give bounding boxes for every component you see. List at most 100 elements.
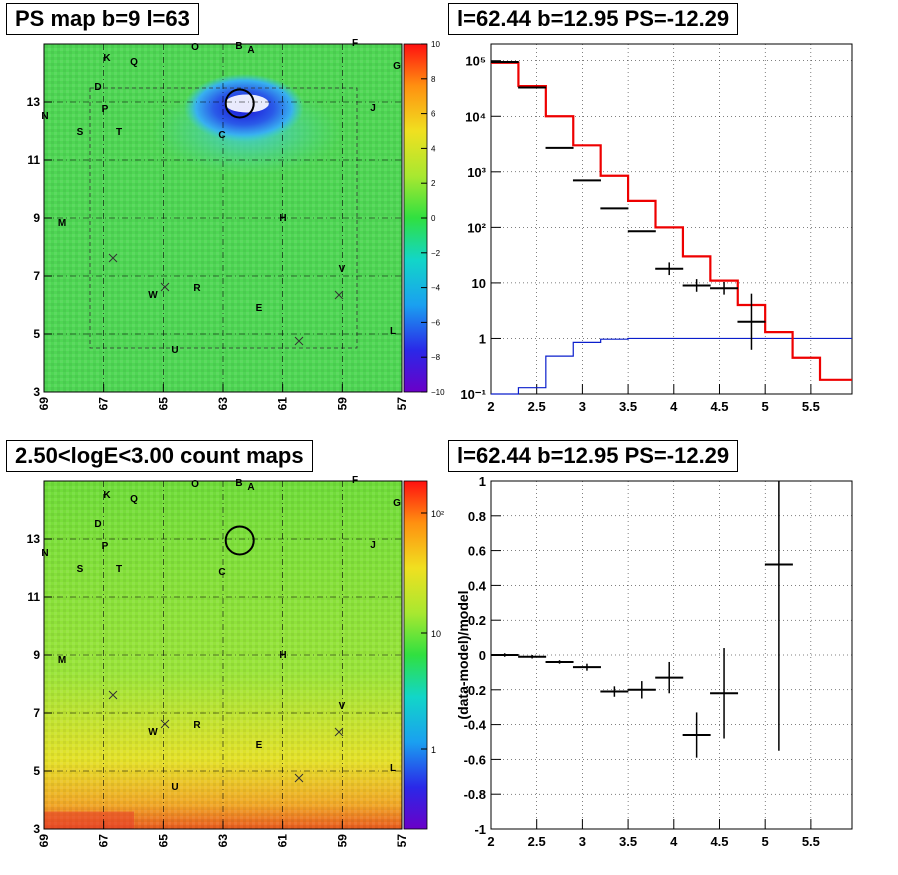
- x-tick-label: 59: [335, 397, 349, 411]
- count-map-colorbar: [404, 481, 427, 829]
- x-tick-label: 5.5: [802, 399, 820, 414]
- source-label: D: [94, 82, 101, 93]
- source-label: V: [339, 701, 346, 712]
- x-tick-label: 67: [97, 397, 111, 411]
- source-label: W: [148, 290, 158, 301]
- colorbar-tick-label: 8: [431, 75, 436, 84]
- source-label: O: [191, 479, 199, 490]
- source-label: W: [148, 727, 158, 738]
- colorbar-tick-label: 10: [431, 629, 441, 639]
- y-tick-label: 1: [479, 474, 486, 489]
- colorbar-tick-label: 0: [431, 214, 436, 223]
- source-label: S: [77, 127, 84, 138]
- source-label: K: [103, 490, 111, 501]
- y-tick-label: 9: [33, 211, 40, 225]
- y-tick-label: 0.6: [468, 544, 486, 559]
- source-label: O: [191, 42, 199, 53]
- colorbar-tick-label: −4: [431, 284, 441, 293]
- source-label: M: [58, 655, 66, 666]
- source-label: S: [77, 564, 84, 575]
- background-model-step-line: [491, 337, 852, 395]
- x-tick-label: 4: [670, 399, 678, 414]
- y-tick-label: 7: [33, 706, 40, 720]
- y-tick-label: -0.8: [464, 787, 486, 802]
- x-tick-label: 61: [276, 397, 290, 411]
- y-tick-label: 0.2: [468, 613, 486, 628]
- y-tick-label: 0: [479, 648, 486, 663]
- source-label: Q: [130, 494, 138, 505]
- ps-map-colorbar: [404, 44, 427, 392]
- source-cross-marker: [160, 282, 170, 292]
- source-label: C: [218, 130, 225, 141]
- x-tick-label: 65: [156, 834, 170, 848]
- source-label: B: [235, 41, 242, 52]
- x-tick-label: 67: [97, 834, 111, 848]
- source-label: R: [193, 720, 201, 731]
- x-tick-label: 2: [487, 399, 494, 414]
- source-cross-marker: [294, 773, 304, 783]
- colorbar-tick-label: 6: [431, 110, 436, 119]
- y-tick-label: 1: [479, 331, 486, 346]
- source-cross-marker: [108, 690, 118, 700]
- y-tick-label: 5: [33, 327, 40, 341]
- source-label: Q: [130, 57, 138, 68]
- residual-panel: 2 2.5 3 3.5 4 4.5 5 5.5 -1 -0.8 -0.6 -0.4 -0.2 0 0.2 0.…: [455, 474, 853, 849]
- x-tick-label: 69: [37, 834, 51, 848]
- colorbar-tick-label: 2: [431, 179, 436, 188]
- source-label: P: [102, 541, 109, 552]
- ps-map-roi-box: [89, 87, 358, 349]
- y-tick-label: 13: [27, 95, 41, 109]
- y-tick-label: 3: [33, 385, 40, 399]
- y-tick-label: 10⁴: [465, 109, 486, 124]
- x-tick-label: 4.5: [710, 399, 728, 414]
- source-label: A: [247, 482, 254, 493]
- x-tick-label: 5: [762, 834, 769, 849]
- source-label: K: [103, 53, 111, 64]
- source-label: N: [41, 111, 48, 122]
- y-tick-label: 10⁵: [465, 54, 486, 69]
- ps-map-title: PS map b=9 l=63: [6, 3, 199, 35]
- x-tick-label: 3: [579, 834, 586, 849]
- source-cross-marker: [294, 336, 304, 346]
- source-cross-marker: [108, 253, 118, 263]
- y-tick-label: -0.4: [464, 718, 487, 733]
- source-cross-marker: [334, 290, 344, 300]
- count-map-bright-corner: [44, 811, 134, 829]
- y-tick-label: -0.2: [464, 683, 486, 698]
- x-tick-label: 61: [276, 834, 290, 848]
- ps_map-target-circle: [224, 88, 255, 119]
- y-tick-label: 5: [33, 764, 40, 778]
- y-tick-label: 0.4: [468, 578, 487, 593]
- residual-y-axis-label: (data-model)/model: [455, 590, 471, 719]
- y-tick-label: 3: [33, 822, 40, 836]
- source-label: L: [390, 326, 396, 337]
- y-tick-label: 10²: [467, 220, 486, 235]
- source-label: P: [102, 104, 109, 115]
- x-tick-label: 5: [762, 399, 769, 414]
- count_map-colorbar-frame: [403, 480, 428, 830]
- x-tick-label: 4: [670, 834, 678, 849]
- y-tick-label: 11: [27, 153, 40, 167]
- source-label: E: [256, 303, 263, 314]
- x-tick-label: 59: [335, 834, 349, 848]
- source-label: R: [193, 283, 201, 294]
- count-map-title: 2.50<logE<3.00 count maps: [6, 440, 313, 472]
- colorbar-tick-label: −8: [431, 353, 441, 362]
- source-label: C: [218, 567, 225, 578]
- x-tick-label: 3.5: [619, 834, 637, 849]
- colorbar-tick-label: 10: [431, 40, 440, 49]
- y-tick-label: 11: [27, 590, 40, 604]
- x-tick-label: 57: [395, 397, 409, 411]
- y-tick-label: 9: [33, 648, 40, 662]
- source-label: B: [235, 478, 242, 489]
- x-tick-label: 57: [395, 834, 409, 848]
- ps_map-colorbar-frame: [403, 43, 428, 393]
- y-tick-label: 10: [472, 276, 486, 291]
- x-tick-label: 5.5: [802, 834, 820, 849]
- source-label: T: [116, 127, 122, 138]
- y-tick-label: 0.8: [468, 509, 486, 524]
- x-tick-label: 63: [216, 397, 230, 411]
- x-tick-label: 65: [156, 397, 170, 411]
